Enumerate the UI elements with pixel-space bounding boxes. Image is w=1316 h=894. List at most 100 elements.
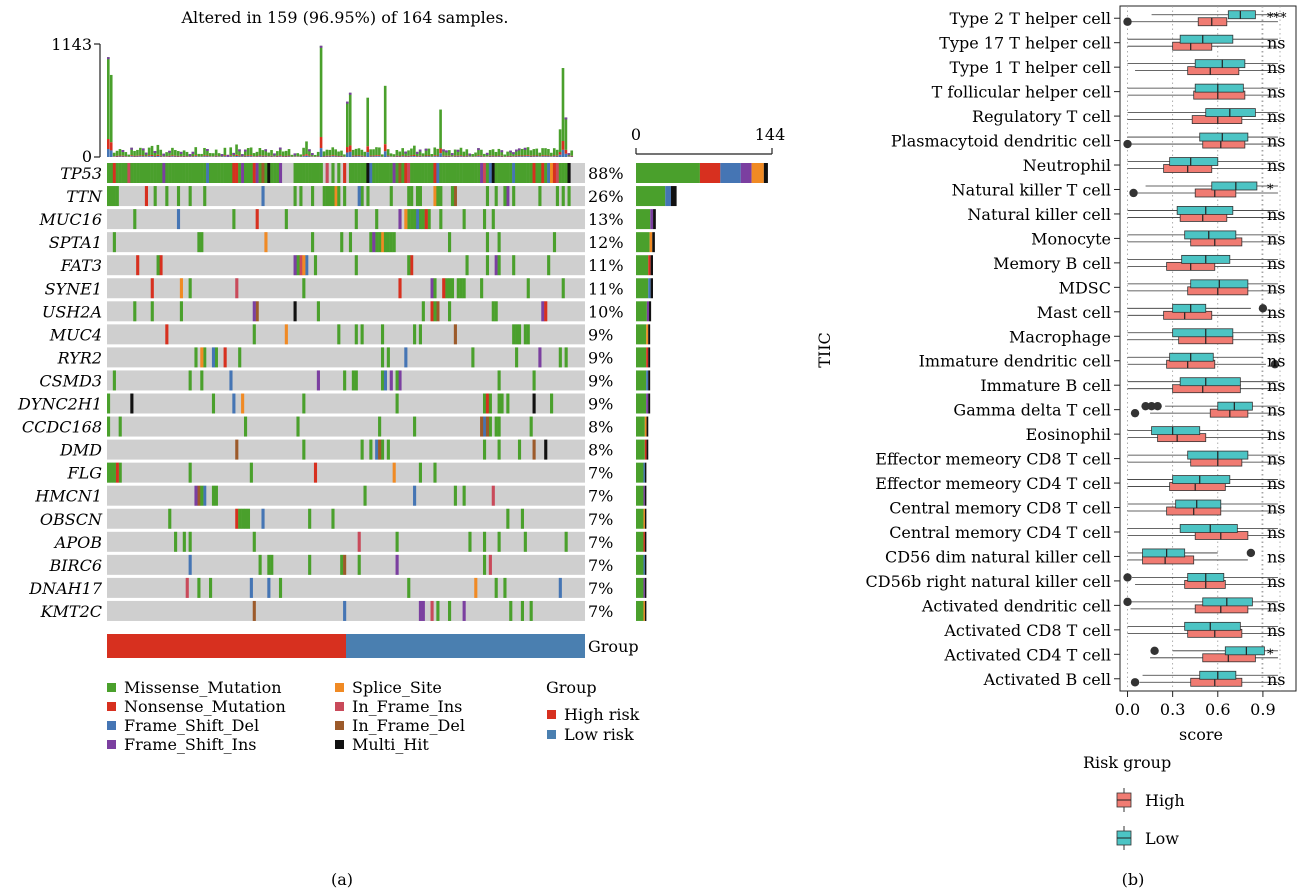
percent-label: 26%: [588, 187, 624, 206]
tmb-bar: [278, 147, 282, 157]
mutation-cell: [188, 554, 192, 575]
mutation-cell: [194, 163, 198, 183]
mutation-cell: [389, 232, 393, 253]
mutation-cell: [395, 531, 399, 552]
mutation-cell: [299, 186, 303, 207]
significance-label: *: [1267, 647, 1274, 662]
tmb-bar: [544, 148, 547, 157]
mutation-cell: [398, 209, 402, 230]
mutation-cell: [357, 163, 361, 183]
tmb-bar: [421, 153, 425, 157]
significance-label: ns: [1267, 58, 1286, 77]
legend-item-in-frame-ins: In_Frame_Ins: [335, 697, 462, 716]
tmb-bar: [308, 149, 311, 157]
tmb-bar: [194, 147, 198, 157]
mutation-cell: [383, 163, 388, 183]
mutation-cell: [235, 508, 239, 529]
mutation-cell: [395, 163, 399, 183]
mutation-cell: [276, 163, 280, 183]
mutation-cell: [179, 278, 183, 299]
mutation-cell: [348, 232, 353, 253]
mutation-cell: [430, 278, 434, 299]
mutation-cell: [512, 186, 516, 207]
mutation-cell: [515, 347, 519, 368]
gene-row-obscn: [107, 508, 585, 529]
mutation-cell: [313, 163, 318, 183]
mutation-cell: [159, 255, 163, 276]
mutation-cell: [363, 163, 367, 183]
mutation-cell: [343, 163, 347, 183]
mutation-cell: [243, 508, 248, 529]
mutation-cell: [118, 163, 122, 183]
mutation-cell: [488, 554, 492, 575]
gene-count-bar: [636, 393, 651, 414]
significance-label: ns: [1267, 107, 1286, 126]
box-row: Central memory CD4 T cell ns: [889, 523, 1285, 542]
tmb-bar: [541, 148, 544, 157]
mutation-cell: [462, 485, 466, 506]
tmb-bar: [398, 151, 402, 157]
tmb-bar: [485, 152, 489, 157]
mutation-cell: [491, 301, 495, 322]
tmb-bar: [267, 152, 270, 157]
gene-count-bar: [636, 600, 647, 621]
mutation-cell: [380, 324, 385, 345]
box-element: [1127, 279, 1278, 289]
mutation-cell: [214, 485, 218, 506]
mutation-cell: [497, 370, 501, 391]
mutation-cell: [418, 462, 422, 483]
mutation-cell: [477, 163, 481, 183]
box-element: [1127, 59, 1278, 69]
oncoplot-title: Altered in 159 (96.95%) of 164 samples.: [180, 8, 508, 27]
mutation-cell: [468, 531, 472, 552]
mutation-cell: [480, 278, 484, 299]
mutation-cell: [133, 209, 137, 230]
gene-row-apob: [107, 531, 585, 552]
mutation-cell: [366, 163, 370, 183]
category-label: CD56 dim natural killer cell: [885, 547, 1111, 566]
tmb-bar: [328, 149, 332, 157]
tmb-bar: [241, 154, 244, 157]
mutation-cell: [200, 232, 204, 253]
box-element: [1145, 181, 1278, 191]
mutation-cell: [564, 163, 568, 183]
tmb-bar: [386, 149, 390, 157]
mutation-cell: [293, 301, 297, 322]
mutation-cell: [343, 370, 347, 391]
tmb-bar: [293, 153, 297, 157]
mutation-cell: [491, 485, 495, 506]
mutation-cell: [308, 508, 312, 529]
mutation-cell: [284, 324, 288, 345]
mutation-cell: [547, 255, 551, 276]
mutation-cell: [413, 416, 417, 437]
tmb-bar: [383, 85, 387, 157]
box-iqr: [1224, 646, 1265, 656]
mutation-cell: [389, 186, 393, 207]
mutation-cell: [424, 163, 428, 183]
mutation-cell: [535, 163, 539, 183]
mutation-cell: [462, 600, 466, 621]
mutation-cell: [141, 163, 146, 183]
mutation-cell: [115, 186, 119, 207]
outlier-point: [1258, 304, 1268, 313]
mutation-cell: [302, 278, 306, 299]
mutation-cell: [500, 163, 504, 183]
tmb-bar: [191, 151, 195, 157]
tmb-bar: [430, 154, 434, 157]
svg-text:Low risk: Low risk: [564, 725, 634, 744]
tmb-bar: [226, 154, 230, 157]
legend-item-high-risk: High risk: [547, 705, 640, 724]
mutation-cell: [526, 278, 530, 299]
gene-row-ush2a: [107, 301, 585, 322]
mutation-cell: [439, 186, 443, 207]
svg-text:Splice_Site: Splice_Site: [352, 678, 442, 697]
percent-label: 7%: [588, 510, 613, 529]
mutation-cell: [150, 163, 154, 183]
mutation-cell: [462, 163, 466, 183]
gene-row-muc4: [107, 324, 585, 345]
mutation-cell: [375, 439, 379, 460]
tmb-bar: [141, 148, 145, 157]
mutation-cell: [328, 186, 332, 207]
box-element: [1127, 475, 1278, 484]
tmb-bar: [313, 154, 317, 157]
